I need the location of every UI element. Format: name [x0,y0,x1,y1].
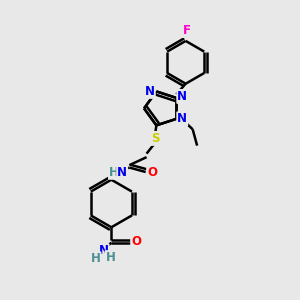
Text: H: H [109,166,119,179]
Text: H: H [91,252,100,265]
Text: H: H [106,251,116,264]
Text: O: O [131,235,141,248]
Text: N: N [99,244,109,257]
Text: N: N [177,112,187,125]
Text: F: F [183,24,190,37]
Text: O: O [147,166,157,178]
Text: S: S [151,132,159,145]
Text: N: N [145,85,155,98]
Text: N: N [117,167,127,179]
Text: N: N [177,90,187,103]
